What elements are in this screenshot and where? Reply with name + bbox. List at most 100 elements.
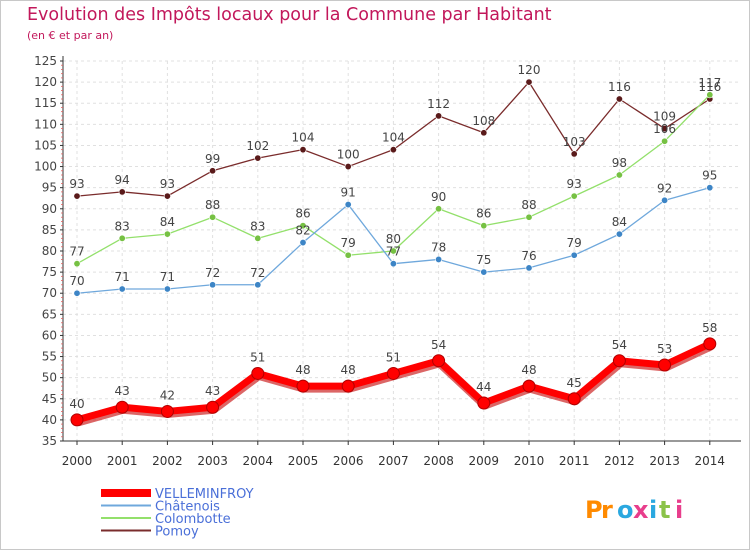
- data-label: 75: [476, 253, 491, 267]
- data-label: 83: [115, 219, 130, 233]
- data-point: [344, 251, 352, 259]
- x-tick-label: 2012: [604, 454, 635, 468]
- data-label: 80: [386, 232, 401, 246]
- data-label: 104: [292, 131, 315, 145]
- data-point: [570, 251, 578, 259]
- data-label: 45: [567, 376, 582, 390]
- x-tick-label: 2005: [288, 454, 319, 468]
- watermark-letter: t: [659, 496, 670, 524]
- data-label: 71: [115, 270, 130, 284]
- data-point: [389, 260, 397, 268]
- data-label: 76: [521, 249, 536, 263]
- legend-label: VELLEMINFROY: [155, 487, 254, 502]
- data-point: [118, 285, 126, 293]
- data-label: 92: [657, 181, 672, 195]
- data-point: [612, 354, 626, 368]
- y-tick-label: 95: [42, 181, 57, 195]
- data-point: [570, 192, 578, 200]
- x-tick-label: 2009: [469, 454, 500, 468]
- data-point: [209, 213, 217, 221]
- data-label: 100: [337, 148, 360, 162]
- data-point: [209, 167, 217, 175]
- x-tick-label: 2011: [559, 454, 590, 468]
- data-label: 48: [341, 363, 356, 377]
- data-label: 58: [702, 321, 717, 335]
- data-label: 51: [386, 350, 401, 364]
- data-label: 93: [69, 177, 84, 191]
- watermark-letter: x: [633, 496, 649, 524]
- y-tick-label: 105: [34, 138, 57, 152]
- data-point: [344, 163, 352, 171]
- data-point: [658, 358, 672, 372]
- x-tick-label: 2002: [152, 454, 183, 468]
- legend-label: Colombotte: [155, 512, 231, 527]
- data-point: [254, 234, 262, 242]
- data-label: 109: [653, 110, 676, 124]
- data-point: [299, 222, 307, 230]
- data-point: [570, 150, 578, 158]
- data-point: [389, 247, 397, 255]
- data-label: 94: [115, 173, 130, 187]
- data-point: [615, 230, 623, 238]
- data-point: [254, 154, 262, 162]
- data-point: [480, 129, 488, 137]
- y-tick-label: 60: [42, 328, 57, 342]
- data-label: 98: [612, 156, 627, 170]
- data-label: 88: [521, 198, 536, 212]
- data-label: 99: [205, 152, 220, 166]
- y-tick-label: 100: [34, 160, 57, 174]
- data-point: [525, 78, 533, 86]
- data-label: 72: [250, 266, 265, 280]
- data-label: 43: [205, 384, 220, 398]
- y-tick-label: 85: [42, 223, 57, 237]
- data-label: 103: [563, 135, 586, 149]
- x-tick-label: 2006: [333, 454, 364, 468]
- data-point: [435, 205, 443, 213]
- watermark-letter: r: [601, 496, 613, 524]
- data-point: [70, 413, 84, 427]
- y-tick-label: 70: [42, 286, 57, 300]
- data-label: 112: [427, 97, 450, 111]
- data-label: 77: [386, 245, 401, 259]
- y-tick-label: 75: [42, 265, 57, 279]
- data-label: 83: [250, 219, 265, 233]
- data-point: [163, 230, 171, 238]
- data-point: [706, 184, 714, 192]
- data-label: 84: [160, 215, 175, 229]
- data-label: 82: [295, 224, 310, 238]
- data-point: [160, 404, 174, 418]
- data-point: [163, 285, 171, 293]
- data-label: 72: [205, 266, 220, 280]
- data-label: 84: [612, 215, 627, 229]
- chart-subtitle: (en € et par an): [27, 29, 114, 42]
- y-tick-label: 90: [42, 202, 57, 216]
- y-tick-label: 50: [42, 371, 57, 385]
- data-label: 120: [518, 63, 541, 77]
- data-point: [615, 95, 623, 103]
- x-tick-label: 2010: [514, 454, 545, 468]
- data-point: [118, 234, 126, 242]
- data-point: [73, 192, 81, 200]
- data-label: 91: [341, 186, 356, 200]
- data-label: 79: [341, 236, 356, 250]
- data-label: 102: [246, 139, 269, 153]
- data-point: [344, 201, 352, 209]
- x-tick-label: 2001: [107, 454, 138, 468]
- data-point: [615, 171, 623, 179]
- data-point: [73, 289, 81, 297]
- data-point: [254, 281, 262, 289]
- data-label: 90: [431, 190, 446, 204]
- data-point: [525, 264, 533, 272]
- data-point: [661, 196, 669, 204]
- watermark-letter: i: [649, 496, 657, 524]
- data-point: [703, 337, 717, 351]
- y-tick-label: 65: [42, 307, 57, 321]
- data-label: 48: [295, 363, 310, 377]
- watermark-letter: i: [675, 496, 683, 524]
- data-point: [206, 400, 220, 414]
- data-point: [435, 112, 443, 120]
- y-tick-label: 110: [34, 117, 57, 131]
- data-point: [661, 125, 669, 133]
